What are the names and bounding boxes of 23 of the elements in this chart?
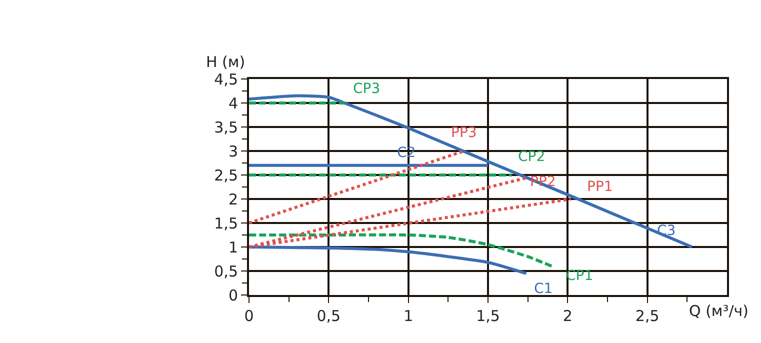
y-tick-label: 4,5 xyxy=(214,70,238,88)
y-tick-label: 0,5 xyxy=(214,262,238,280)
y-tick-label: 4 xyxy=(228,94,238,112)
series-label: PP1 xyxy=(587,179,613,195)
x-axis-title: Q (м³/ч) xyxy=(689,302,749,320)
x-tick-label: 1 xyxy=(404,307,414,325)
y-tick-label: 2 xyxy=(228,190,238,208)
x-tick-label: 2,5 xyxy=(635,307,660,325)
x-tick-label: 1,5 xyxy=(476,307,500,325)
y-tick-label: 3,5 xyxy=(214,118,238,136)
x-tick-label: 2 xyxy=(562,307,572,325)
y-tick-label: 1,5 xyxy=(214,214,238,232)
y-axis-title: H (м) xyxy=(206,53,246,71)
y-tick-label: 1 xyxy=(228,238,238,256)
series-label: CP3 xyxy=(353,81,380,97)
x-tick-label: 0,5 xyxy=(316,307,341,325)
series-label: CP2 xyxy=(518,149,546,165)
y-tick-label: 2,5 xyxy=(214,166,238,184)
y-tick-label: 0 xyxy=(228,286,238,304)
x-tick-label: 0 xyxy=(244,307,254,325)
series-label: PP3 xyxy=(451,125,477,141)
series-label: C1 xyxy=(534,281,553,297)
y-tick-label: 3 xyxy=(228,142,238,160)
